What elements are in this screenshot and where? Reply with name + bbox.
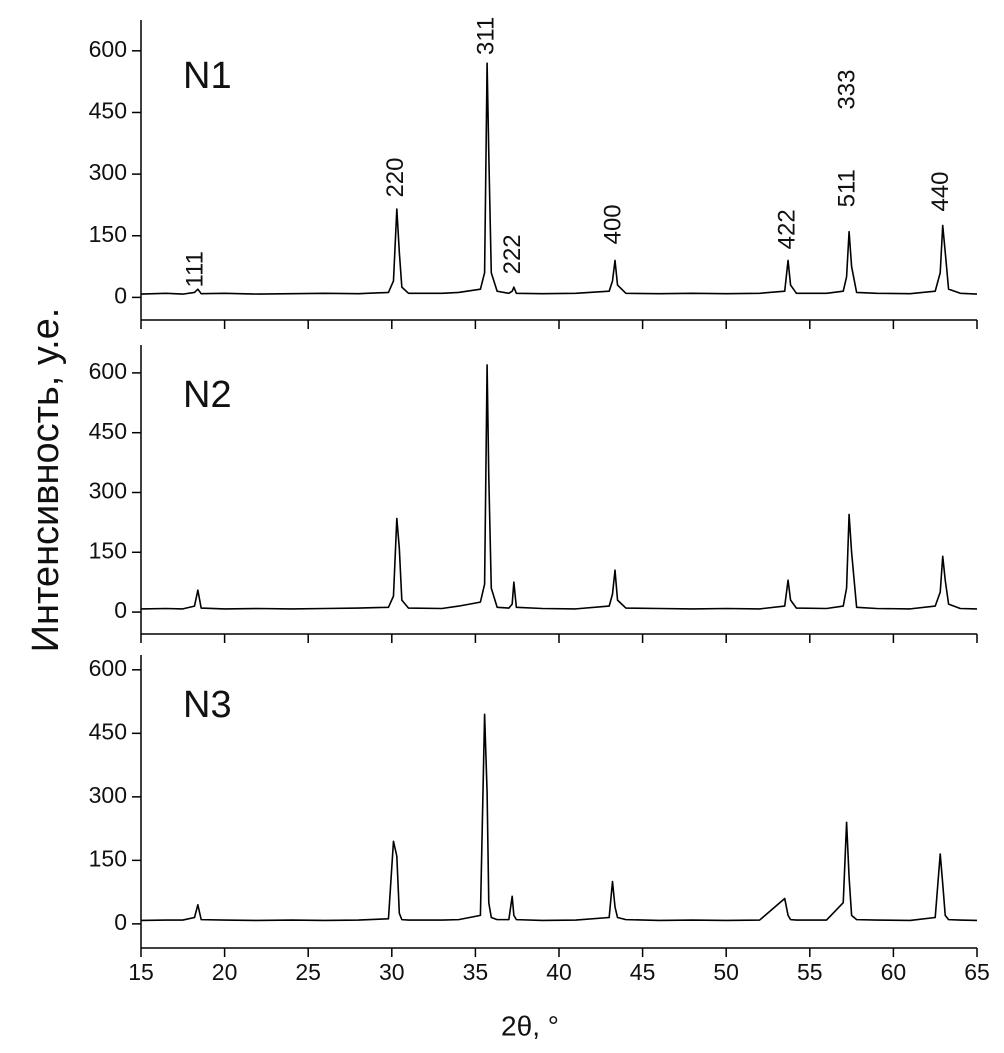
- y-axis-label: Интенсивность, у.е.: [25, 308, 67, 653]
- data-line: [140, 364, 978, 610]
- x-tick-label: 40: [546, 959, 572, 985]
- y-tick-label: 0: [114, 282, 127, 308]
- peak-label: 422: [773, 209, 800, 249]
- x-tick-label: 65: [964, 959, 990, 985]
- data-line: [140, 62, 978, 295]
- x-tick-label: 55: [797, 959, 823, 985]
- x-tick-label: 45: [630, 959, 656, 985]
- x-axis-label: 2θ, °: [501, 1010, 559, 1041]
- x-tick-label: 35: [463, 959, 489, 985]
- y-tick-label: 600: [89, 358, 127, 384]
- peak-label: 400: [600, 204, 627, 244]
- data-line: [140, 713, 978, 922]
- y-tick-label: 300: [89, 159, 127, 185]
- panel-title: N2: [183, 374, 232, 416]
- y-tick-label: 150: [89, 537, 127, 563]
- y-tick-label: 150: [89, 845, 127, 871]
- y-tick-label: 300: [89, 782, 127, 808]
- peak-label: 311: [472, 17, 499, 55]
- peak-label: 511: [834, 169, 861, 207]
- peak-label: 111: [182, 251, 209, 287]
- y-tick-label: 0: [114, 909, 127, 935]
- y-tick-label: 600: [89, 36, 127, 62]
- x-tick-label: 20: [212, 959, 238, 985]
- y-tick-label: 300: [89, 478, 127, 504]
- x-tick-label: 25: [295, 959, 321, 985]
- y-tick-label: 150: [89, 221, 127, 247]
- x-tick-label: 15: [128, 959, 154, 985]
- y-tick-label: 0: [114, 597, 127, 623]
- panel-title: N1: [183, 55, 232, 97]
- peak-label: 220: [382, 157, 409, 197]
- peak-label: 440: [927, 171, 954, 211]
- y-tick-label: 450: [89, 718, 127, 744]
- y-tick-label: 450: [89, 98, 127, 124]
- y-tick-label: 450: [89, 418, 127, 444]
- peak-label: 222: [499, 234, 526, 274]
- x-tick-label: 60: [881, 959, 907, 985]
- peak-label: 333: [834, 70, 861, 110]
- x-tick-label: 50: [713, 959, 739, 985]
- y-tick-label: 600: [89, 655, 127, 681]
- x-tick-label: 30: [379, 959, 405, 985]
- panel-title: N3: [183, 684, 232, 726]
